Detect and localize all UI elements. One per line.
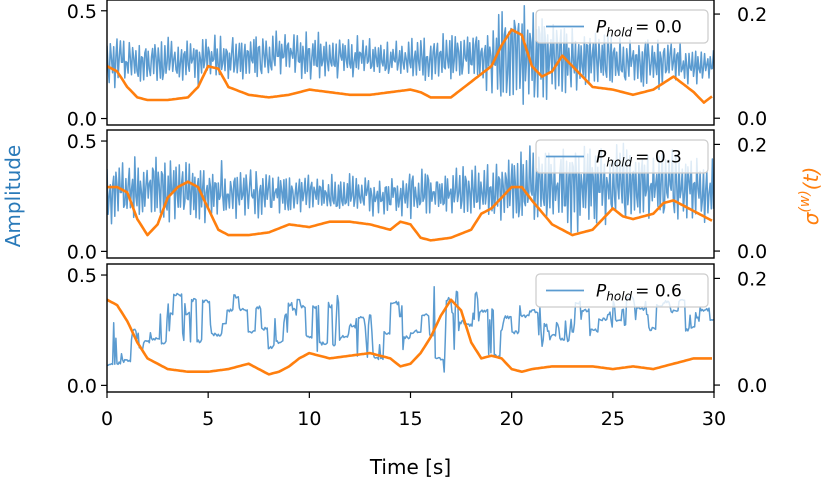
legend: Phold = 0.0 — [535, 9, 709, 44]
legend-label: Phold = 0.3 — [596, 148, 682, 170]
y-right-tick-label: 0.0 — [737, 375, 767, 397]
panel-top: 0.0 0.5 0.0 0.2 Phold = 0.0 — [67, 0, 767, 131]
legend: Phold = 0.6 — [535, 273, 709, 308]
y-right-tick-label: 0.2 — [737, 268, 767, 290]
x-tick-label: 25 — [601, 408, 625, 430]
amplitude-line — [107, 5, 714, 106]
plot-frame — [106, 129, 715, 259]
y-right-axis-label: σ(w)(t) — [797, 167, 823, 226]
y-right-tick-label: 0.2 — [737, 4, 767, 26]
y-right-tick-label: 0.0 — [737, 108, 767, 130]
y-right-tick-label: 0.2 — [737, 134, 767, 156]
x-axis: 0 5 10 15 20 25 30 Time [s] — [101, 392, 726, 479]
x-tick-label: 15 — [398, 408, 422, 430]
y-left-tick-label: 0.5 — [67, 131, 97, 153]
panel-middle: 0.0 0.5 0.0 0.2 Phold = 0.3 — [67, 129, 767, 263]
y-left-tick-label: 0.5 — [67, 1, 97, 23]
sigma-line — [107, 28, 713, 104]
y-left-axis-label: Amplitude — [1, 145, 25, 248]
legend-label: Phold = 0.6 — [596, 282, 682, 304]
x-tick-label: 20 — [500, 408, 524, 430]
x-tick-label: 30 — [702, 408, 726, 430]
panel-bottom: 0.0 0.5 0.0 0.2 Phold = 0.6 — [67, 263, 767, 397]
legend-box — [535, 273, 709, 308]
x-tick-label: 10 — [297, 408, 321, 430]
x-tick-label: 0 — [101, 408, 113, 430]
y-left-tick-label: 0.5 — [67, 265, 97, 287]
sigma-line — [107, 180, 713, 242]
legend: Phold = 0.3 — [535, 139, 709, 174]
legend-label: Phold = 0.0 — [596, 18, 682, 40]
amplitude-line — [107, 285, 714, 373]
x-tick-label: 5 — [202, 408, 214, 430]
sigma-line — [107, 298, 712, 376]
x-axis-label: Time [s] — [369, 455, 451, 479]
y-left-tick-label: 0.0 — [67, 375, 97, 397]
legend-box — [535, 139, 709, 174]
plot-frame — [106, 0, 715, 126]
legend-box — [535, 9, 709, 44]
y-right-tick-label: 0.0 — [737, 241, 767, 263]
y-left-tick-label: 0.0 — [67, 109, 97, 131]
y-left-tick-label: 0.0 — [67, 241, 97, 263]
